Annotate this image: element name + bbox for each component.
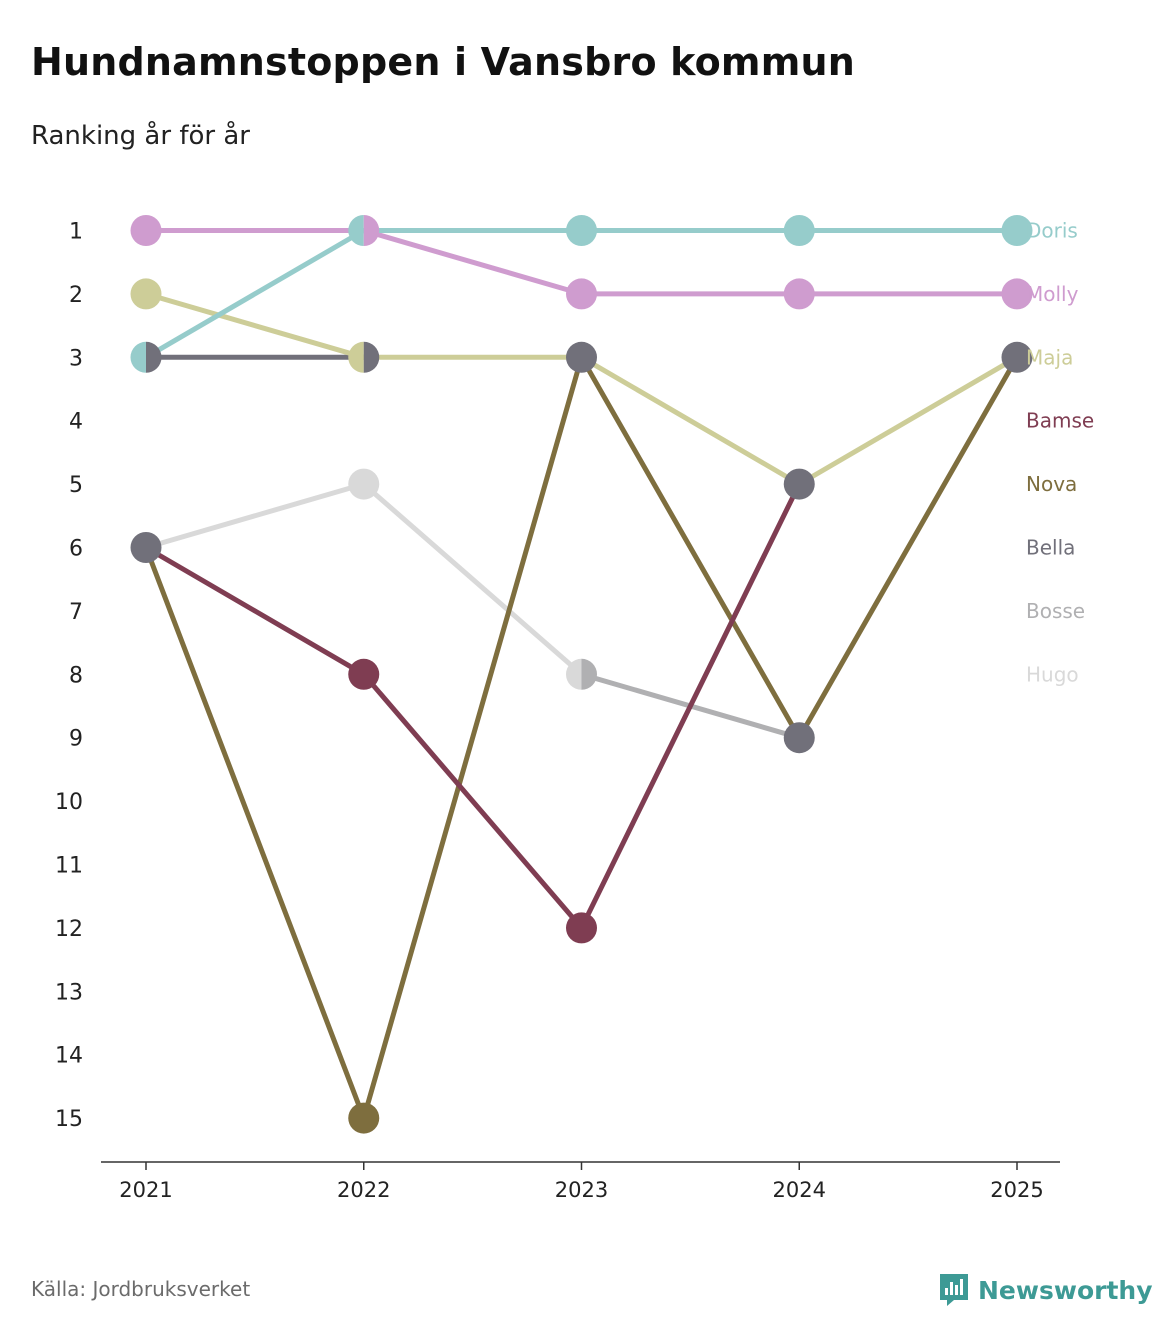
y-tick-label: 9 bbox=[69, 727, 83, 752]
series-label-maja: Maja bbox=[1026, 345, 1073, 369]
brand-name: Newsworthy bbox=[978, 1275, 1153, 1305]
y-tick-label: 3 bbox=[69, 346, 83, 371]
point-bella-2023 bbox=[566, 341, 597, 373]
point-hugo-2023-right bbox=[581, 658, 597, 690]
point-doris-2023 bbox=[566, 215, 597, 246]
point-hugo-2023-left bbox=[566, 658, 582, 690]
series-label-nova: Nova bbox=[1026, 472, 1077, 496]
point-doris-2021-left bbox=[130, 341, 146, 373]
y-tick-label: 11 bbox=[55, 854, 83, 879]
series-line-nova bbox=[143, 354, 1020, 1121]
point-doris-2022-left bbox=[348, 215, 364, 246]
source-note: Källa: Jordbruksverket bbox=[31, 1277, 251, 1301]
point-bella-2021 bbox=[130, 532, 162, 563]
point-molly-2024 bbox=[783, 278, 815, 310]
point-molly-2023 bbox=[566, 278, 597, 310]
x-tick-label: 2022 bbox=[337, 1178, 390, 1202]
series-label-bamse: Bamse bbox=[1026, 409, 1094, 433]
point-doris-2025 bbox=[1001, 215, 1033, 246]
point-bella-2024 bbox=[783, 722, 815, 754]
y-tick-label: 13 bbox=[55, 980, 83, 1005]
y-tick-label: 1 bbox=[69, 220, 83, 245]
point-doris-2021-right bbox=[146, 341, 162, 373]
brand-logo[interactable]: Newsworthy bbox=[938, 1272, 1153, 1308]
series-label-molly: Molly bbox=[1026, 282, 1079, 306]
x-tick-label: 2023 bbox=[555, 1178, 608, 1202]
point-hugo-2022 bbox=[348, 468, 380, 500]
chart-title: Hundnamnstoppen i Vansbro kommun bbox=[31, 40, 856, 84]
y-tick-label: 2 bbox=[69, 283, 83, 308]
series-label-bella: Bella bbox=[1026, 536, 1075, 560]
point-molly-2021 bbox=[130, 215, 162, 246]
y-tick-label: 15 bbox=[55, 1107, 83, 1132]
point-bamse-2023 bbox=[566, 912, 597, 944]
point-bella-2024 bbox=[783, 468, 815, 500]
x-tick-label: 2024 bbox=[773, 1178, 826, 1202]
series-line-bamse bbox=[143, 481, 802, 931]
x-tick-label: 2021 bbox=[119, 1178, 172, 1202]
y-tick-label: 8 bbox=[69, 663, 83, 688]
point-nova-2022 bbox=[348, 1102, 380, 1134]
y-tick-label: 7 bbox=[69, 600, 83, 625]
newsworthy-logo-icon bbox=[940, 1274, 968, 1306]
point-maja-2021 bbox=[130, 278, 162, 310]
y-tick-label: 10 bbox=[55, 790, 83, 815]
x-tick-label: 2025 bbox=[990, 1178, 1043, 1202]
point-molly-2025 bbox=[1001, 278, 1033, 310]
series-line-maja bbox=[143, 291, 1020, 487]
y-tick-label: 4 bbox=[69, 410, 83, 435]
y-tick-label: 12 bbox=[55, 917, 83, 942]
y-tick-label: 14 bbox=[55, 1044, 83, 1069]
chart-subtitle: Ranking år för år bbox=[31, 121, 250, 151]
series-label-doris: Doris bbox=[1026, 219, 1078, 243]
series-label-bosse: Bosse bbox=[1026, 599, 1085, 623]
y-tick-label: 6 bbox=[69, 537, 83, 562]
point-doris-2024 bbox=[783, 215, 815, 246]
point-maja-2022-right bbox=[363, 341, 380, 373]
point-bella-2025 bbox=[1001, 341, 1033, 373]
y-tick-label: 5 bbox=[69, 473, 83, 498]
point-doris-2022-right bbox=[363, 215, 380, 246]
point-bamse-2022 bbox=[348, 658, 380, 690]
point-maja-2022-left bbox=[348, 341, 364, 373]
series-label-hugo: Hugo bbox=[1026, 662, 1079, 686]
